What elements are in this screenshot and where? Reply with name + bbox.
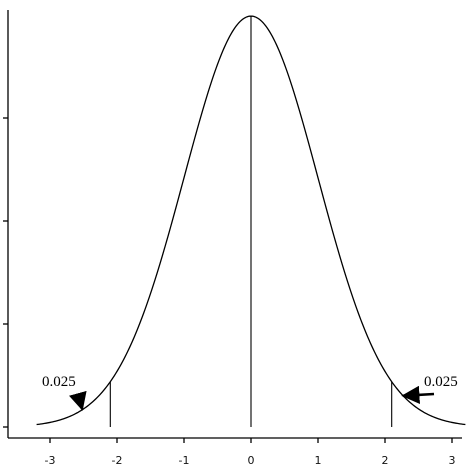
x-tick-label: -3	[45, 454, 56, 467]
annotation-right-label: 0.025	[424, 374, 458, 390]
axes: -3 -2 -1 0 1 2 3	[3, 10, 462, 467]
annotations: 0.025 0.025	[42, 374, 458, 411]
annotation-right-arrow	[401, 385, 435, 404]
x-tick-label: -2	[112, 454, 123, 467]
annotation-left-label: 0.025	[42, 374, 76, 390]
x-tick-label: 0	[248, 454, 255, 467]
x-tick-label: 1	[315, 454, 322, 467]
x-tick-label: 3	[449, 454, 456, 467]
x-tick-label: 2	[382, 454, 389, 467]
x-tick-label: -1	[179, 454, 190, 467]
annotation-left-arrow	[69, 390, 87, 411]
plot-area	[36, 15, 466, 427]
